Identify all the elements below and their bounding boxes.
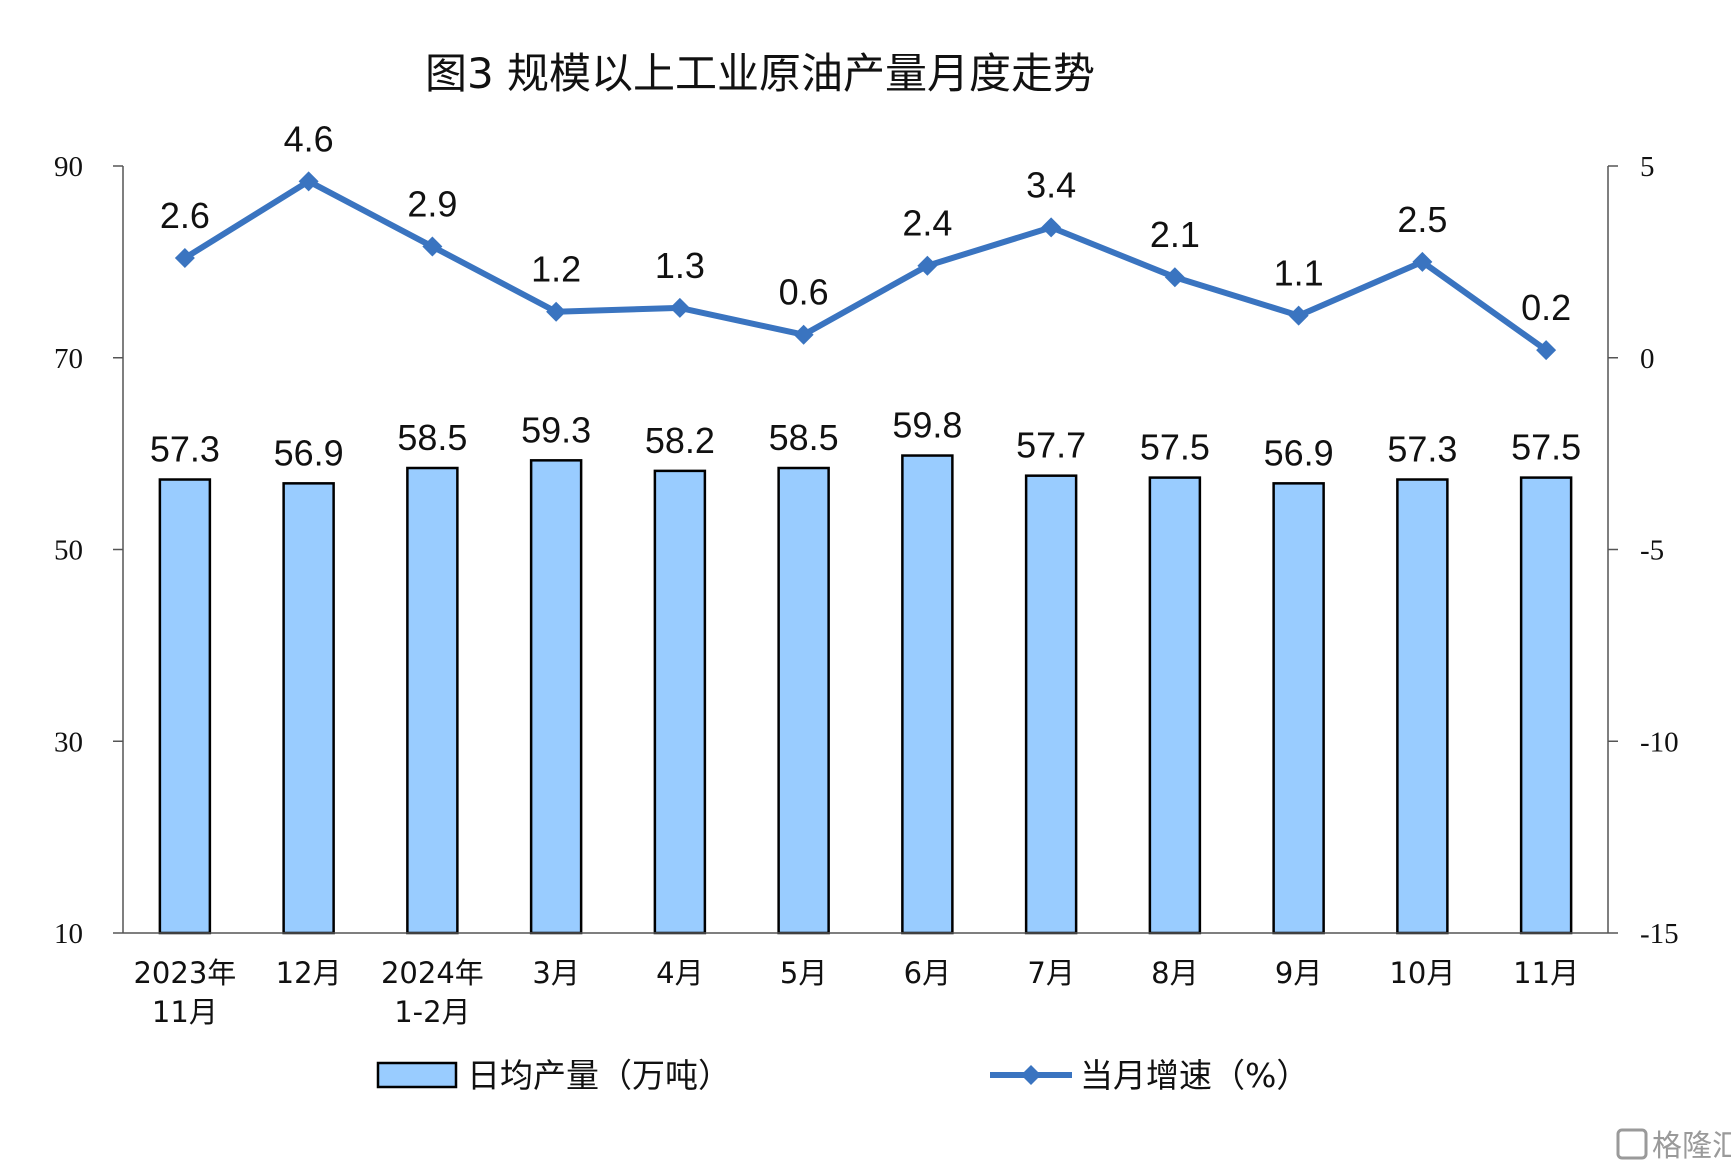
right-tick-label: -15 [1640,918,1679,950]
y-axis-ticks: 10 30 50 70 90 -15 -10 -5 0 5 [54,151,1679,950]
bar-data-label: 56.9 [274,432,344,473]
chart-title: 图3 规模以上工业原油产量月度走势 [425,49,1095,98]
line-marker [1412,251,1433,272]
line-data-label: 2.1 [1150,214,1200,255]
bar-data-label: 57.3 [150,429,220,470]
left-tick-label: 10 [54,918,83,950]
legend: 日均产量（万吨） 当月增速（%） [376,1056,1309,1095]
watermark-text: 格隆汇 [1652,1129,1731,1164]
line-marker [422,236,443,257]
line-marker [174,248,195,269]
line-marker [298,171,319,192]
line-data-label: 2.4 [902,203,952,244]
growth-line [183,178,1548,353]
line-marker [1536,340,1557,361]
line-data-label: 3.4 [1026,164,1076,205]
line-data-label: 2.9 [407,184,457,225]
x-tick-label: 7月 [1027,956,1074,990]
line-data-label: 0.6 [779,272,829,313]
x-axis-ticks: 2023年 11月 12月 2024年 1-2月 3月 4月 5月 6月 7月 8月 9月 10月 11月 [133,956,1579,1029]
left-tick-label: 30 [54,726,83,758]
right-tick-label: -5 [1640,535,1664,567]
x-tick-label: 2023年 [133,956,236,990]
x-tick-label: 8月 [1151,956,1198,990]
data-labels: 57.3 56.9 58.5 59.3 58.2 58.5 59.8 57.7 57.5 56.9… [150,118,1581,473]
bar [777,466,830,935]
left-tick-label: 90 [54,151,83,183]
line-marker [917,255,938,276]
line-marker [669,297,690,318]
x-tick-label: 3月 [532,956,579,990]
bar [406,466,459,935]
x-tick-label: 10月 [1389,956,1455,990]
bar [282,482,335,935]
line-marker [1041,217,1062,238]
x-tick-label: 12月 [276,956,342,990]
bar [901,454,954,935]
bar [1396,478,1449,935]
line-marker [793,324,814,345]
x-tick-label: 11月 [1513,956,1579,990]
line-data-label: 0.2 [1521,287,1571,328]
bar-data-label: 56.9 [1264,432,1334,473]
x-tick-label: 11月 [152,995,218,1029]
bar [1148,476,1202,935]
line-marker [1288,305,1309,326]
line-data-label: 1.3 [655,245,705,286]
right-tick-label: -10 [1640,726,1679,758]
line-marker [546,301,567,322]
legend-line-marker [1021,1065,1041,1085]
bar [529,459,583,935]
bar [653,469,707,935]
line-data-label: 2.5 [1397,199,1447,240]
bar-series [158,454,1573,935]
glh-logo-icon [1616,1128,1648,1160]
bar-data-label: 59.3 [521,409,591,450]
x-tick-label: 9月 [1275,956,1322,990]
right-tick-label: 5 [1640,151,1655,183]
bar-data-label: 58.5 [769,417,839,458]
bar [1024,474,1078,935]
line-data-label: 2.6 [160,195,210,236]
legend-bar-swatch [376,1061,458,1089]
line-data-label: 4.6 [284,118,334,159]
x-tick-label: 5月 [780,956,827,990]
bar-data-label: 58.5 [397,417,467,458]
left-tick-label: 70 [54,343,83,375]
x-tick-label: 4月 [656,956,703,990]
bar-data-label: 58.2 [645,420,715,461]
bar-data-label: 59.8 [892,405,962,446]
bar-data-label: 57.7 [1016,425,1086,466]
x-tick-label: 2024年 [381,956,484,990]
bar-data-label: 57.3 [1387,429,1457,470]
x-tick-label: 1-2月 [394,995,470,1029]
line-data-label: 1.2 [531,249,581,290]
axes [113,165,1618,934]
left-tick-label: 50 [54,535,83,567]
line-marker [1164,267,1185,288]
bar-data-label: 57.5 [1140,427,1210,468]
right-tick-label: 0 [1640,343,1655,375]
bar [1272,482,1325,935]
bar-data-label: 57.5 [1511,427,1581,468]
bar [1519,476,1573,935]
line-series [174,171,1557,361]
line-data-label: 1.1 [1274,253,1324,294]
bar [158,478,212,935]
legend-bar-label: 日均产量（万吨） [467,1056,731,1095]
watermark: 格隆汇 [1616,1128,1731,1164]
legend-line-label: 当月增速（%） [1080,1056,1309,1095]
x-tick-label: 6月 [904,956,951,990]
